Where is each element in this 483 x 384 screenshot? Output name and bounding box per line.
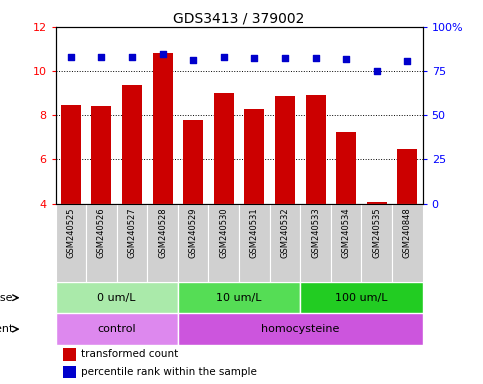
Text: GSM240530: GSM240530: [219, 207, 228, 258]
Point: [342, 56, 350, 62]
Bar: [56, 313, 178, 345]
Text: GSM240527: GSM240527: [128, 207, 137, 258]
Text: GSM240531: GSM240531: [250, 207, 259, 258]
Bar: [300, 282, 423, 313]
Text: control: control: [98, 324, 136, 334]
Point: [281, 55, 289, 61]
Bar: [63, 348, 76, 361]
Bar: [398, 149, 417, 204]
Bar: [361, 204, 392, 282]
Text: homocysteine: homocysteine: [261, 324, 340, 334]
Text: GSM240535: GSM240535: [372, 207, 381, 258]
Text: GSM240528: GSM240528: [158, 207, 167, 258]
Bar: [392, 204, 423, 282]
Point: [159, 51, 167, 57]
Text: GSM240848: GSM240848: [403, 207, 412, 258]
Bar: [214, 93, 234, 204]
Bar: [63, 366, 76, 378]
Bar: [91, 106, 112, 204]
Bar: [275, 96, 295, 204]
Bar: [117, 204, 147, 282]
Bar: [178, 313, 423, 345]
Bar: [122, 85, 142, 204]
Bar: [331, 204, 361, 282]
Text: GSM240529: GSM240529: [189, 207, 198, 258]
Point: [373, 68, 381, 74]
Bar: [183, 120, 203, 204]
Bar: [61, 105, 81, 204]
Bar: [86, 204, 117, 282]
Bar: [306, 95, 326, 204]
Bar: [270, 204, 300, 282]
Bar: [147, 204, 178, 282]
Bar: [153, 53, 172, 204]
Text: GSM240526: GSM240526: [97, 207, 106, 258]
Point: [403, 58, 411, 64]
Bar: [336, 132, 356, 204]
Bar: [367, 202, 387, 204]
Text: 10 um/L: 10 um/L: [216, 293, 262, 303]
Text: transformed count: transformed count: [81, 349, 179, 359]
Point: [98, 54, 105, 60]
Bar: [56, 204, 86, 282]
Point: [251, 55, 258, 61]
Text: agent: agent: [0, 324, 14, 334]
Text: GSM240532: GSM240532: [281, 207, 289, 258]
Bar: [244, 109, 264, 204]
Point: [67, 54, 75, 60]
Point: [189, 57, 197, 63]
Text: dose: dose: [0, 293, 14, 303]
Bar: [239, 204, 270, 282]
Text: 0 um/L: 0 um/L: [98, 293, 136, 303]
Point: [312, 55, 319, 61]
Text: 100 um/L: 100 um/L: [335, 293, 388, 303]
Text: GSM240534: GSM240534: [341, 207, 351, 258]
Bar: [300, 204, 331, 282]
Point: [128, 54, 136, 60]
Bar: [56, 282, 178, 313]
Text: percentile rank within the sample: percentile rank within the sample: [81, 367, 257, 377]
Text: GSM240525: GSM240525: [66, 207, 75, 258]
Bar: [178, 204, 209, 282]
Point: [220, 54, 227, 60]
Title: GDS3413 / 379002: GDS3413 / 379002: [173, 12, 305, 26]
Bar: [178, 282, 300, 313]
Bar: [209, 204, 239, 282]
Text: GSM240533: GSM240533: [311, 207, 320, 258]
